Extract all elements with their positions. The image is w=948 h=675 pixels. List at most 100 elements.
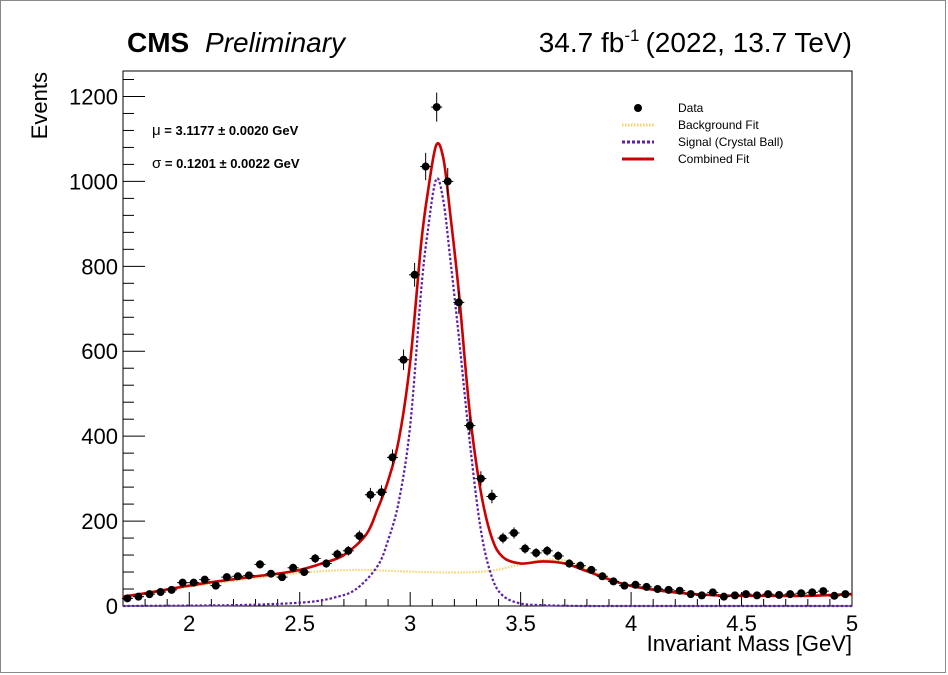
data-point	[607, 577, 619, 586]
combined-fit-line	[122, 142, 853, 598]
data-point	[740, 590, 752, 599]
data-point	[386, 449, 399, 466]
data-point	[232, 572, 244, 581]
data-point	[751, 591, 763, 600]
data-marker	[167, 585, 176, 594]
data-point	[508, 527, 520, 539]
data-marker	[664, 585, 673, 594]
data-point	[188, 578, 200, 587]
data-point	[243, 571, 255, 580]
experiment-label: CMS	[127, 27, 189, 58]
data-point	[563, 559, 575, 568]
legend-background-label: Background Fit	[678, 118, 759, 132]
data-marker	[432, 103, 441, 112]
data-point	[210, 581, 222, 590]
data-point	[431, 92, 443, 122]
lumi-exponent: -1	[624, 26, 639, 45]
data-marker	[797, 589, 806, 598]
y-axis-label: Events	[27, 72, 52, 139]
data-point	[265, 569, 277, 578]
data-point	[674, 586, 686, 595]
data-marker	[200, 575, 209, 584]
data-marker	[487, 492, 496, 501]
data-point	[552, 551, 564, 561]
data-point	[409, 262, 421, 287]
mu-symbol: μ	[152, 122, 161, 139]
data-marker	[211, 581, 220, 590]
x-tick-label: 2	[183, 611, 195, 636]
data-point	[320, 559, 332, 568]
data-point	[839, 590, 851, 599]
data-point	[618, 581, 630, 590]
data-point	[364, 487, 376, 502]
data-point	[530, 548, 542, 558]
data-point	[442, 167, 454, 195]
data-marker	[764, 590, 773, 599]
status-label: Preliminary	[205, 27, 347, 58]
legend-combined-label: Combined Fit	[678, 152, 750, 166]
series-layer	[121, 92, 853, 608]
data-point	[331, 549, 343, 559]
data-point	[342, 545, 354, 556]
data-marker	[178, 578, 187, 587]
mu-text: = 3.1177 ± 0.0020 GeV	[161, 123, 299, 138]
data-point	[420, 152, 432, 181]
data-point	[221, 573, 233, 582]
x-tick-label: 4.5	[726, 611, 757, 636]
data-marker	[775, 590, 784, 599]
data-point	[276, 573, 288, 582]
data-marker	[598, 572, 607, 581]
axes: 2 2.5 3 3.5 4 4.5 5 0 200 400 600 800 1000 1200	[69, 78, 858, 636]
data-marker	[808, 588, 817, 597]
x-tick-label: 2.5	[284, 611, 315, 636]
data-marker	[576, 561, 585, 570]
data-marker	[686, 590, 695, 599]
data-point	[806, 588, 818, 597]
data-point	[641, 582, 653, 591]
data-marker	[532, 548, 541, 557]
data-point	[828, 591, 840, 600]
data-marker	[786, 590, 795, 599]
data-point	[287, 563, 299, 572]
data-marker	[278, 573, 287, 582]
data-point	[309, 553, 321, 563]
data-point	[166, 585, 178, 594]
data-point	[398, 349, 410, 370]
data-point	[663, 585, 675, 594]
data-marker	[123, 594, 132, 603]
signal-fit-line	[122, 177, 852, 608]
data-marker	[708, 588, 717, 597]
sigma-symbol: σ	[152, 155, 162, 172]
data-marker	[719, 592, 728, 601]
data-point	[629, 580, 642, 589]
data-marker	[510, 528, 519, 537]
data-marker	[355, 531, 364, 540]
data-point	[375, 485, 387, 500]
data-marker	[421, 162, 430, 171]
data-marker	[333, 550, 342, 559]
data-marker	[642, 582, 651, 591]
data-marker	[366, 490, 375, 499]
data-marker	[344, 546, 353, 555]
data-marker	[399, 355, 408, 364]
data-marker	[476, 474, 485, 483]
data-marker	[145, 590, 154, 599]
data-marker	[465, 421, 474, 430]
data-marker	[841, 590, 850, 599]
data-point	[652, 585, 664, 594]
data-marker	[741, 590, 750, 599]
data-marker	[388, 453, 397, 462]
y-tick-label: 1200	[69, 84, 118, 109]
data-point	[464, 416, 476, 435]
data-point	[298, 568, 310, 577]
data-point	[121, 594, 133, 603]
legend-signal-label: Signal (Crystal Ball)	[678, 135, 783, 149]
data-marker	[255, 560, 264, 569]
data-marker	[675, 586, 684, 595]
data-point	[585, 565, 597, 574]
data-point	[453, 291, 465, 314]
sigma-text: = 0.1201 ± 0.0022 GeV	[161, 156, 300, 171]
data-marker	[498, 534, 507, 543]
data-marker	[653, 585, 662, 594]
y-tick-label: 800	[81, 254, 118, 279]
